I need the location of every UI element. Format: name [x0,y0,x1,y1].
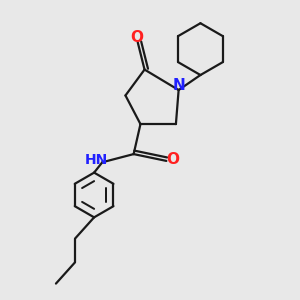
Text: O: O [130,30,143,45]
Text: O: O [166,152,179,167]
Text: N: N [173,78,185,93]
Text: HN: HN [85,152,108,167]
